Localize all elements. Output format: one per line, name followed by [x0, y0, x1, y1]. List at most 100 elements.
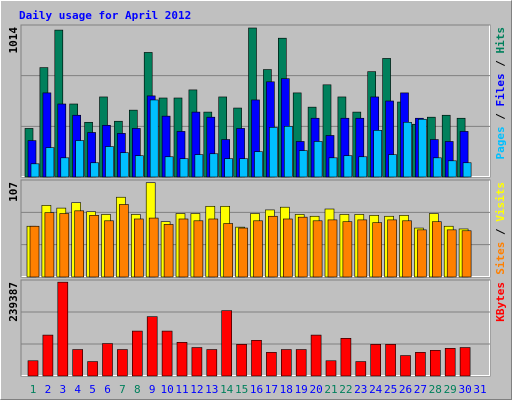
bar	[431, 221, 442, 278]
bar	[176, 342, 188, 377]
bar	[29, 225, 40, 278]
bar	[340, 338, 352, 377]
bar	[388, 154, 397, 178]
legend-entry: Sites	[494, 242, 507, 275]
x-tick-label: 9	[149, 383, 156, 396]
bar	[328, 157, 338, 178]
bar	[149, 99, 159, 178]
bar	[208, 218, 219, 278]
bar	[87, 361, 98, 377]
bar	[119, 204, 129, 278]
bar	[429, 350, 441, 377]
bar	[415, 352, 426, 377]
bar	[117, 349, 128, 377]
bar	[72, 349, 83, 377]
bar	[223, 223, 233, 278]
bar	[418, 118, 427, 178]
x-tick-label: 31	[473, 383, 486, 396]
bar	[179, 158, 189, 178]
bar	[238, 227, 248, 278]
bar	[417, 229, 427, 278]
legend-separator: /	[494, 222, 507, 242]
x-tick-label: 8	[134, 383, 141, 396]
bar	[59, 213, 70, 278]
bar	[194, 154, 204, 178]
bar	[370, 344, 382, 377]
bar	[60, 157, 70, 178]
bar	[357, 219, 368, 278]
bar	[178, 218, 189, 278]
chart-title: Daily usage for April 2012	[19, 9, 191, 22]
x-tick-label: 28	[429, 383, 442, 396]
bar	[191, 347, 203, 377]
bar	[313, 141, 323, 178]
bar	[148, 217, 159, 278]
bar	[30, 163, 40, 178]
bar	[164, 156, 174, 178]
bar	[283, 126, 293, 178]
x-tick-label: 30	[458, 383, 471, 396]
bar	[90, 162, 99, 178]
bar	[462, 162, 472, 178]
bar	[146, 316, 158, 377]
bar	[459, 347, 471, 377]
bar	[269, 127, 278, 178]
bar	[355, 361, 367, 377]
x-tick-label: 22	[339, 383, 352, 396]
bar	[432, 157, 442, 178]
bar	[327, 219, 338, 278]
legend: Pages / Files / Hits	[494, 27, 507, 160]
bar	[254, 151, 263, 178]
bar	[385, 344, 396, 377]
x-tick-label: 27	[414, 383, 427, 396]
x-tick-label: 23	[354, 383, 367, 396]
bar	[135, 155, 144, 178]
bar	[89, 215, 99, 278]
x-tick-label: 5	[89, 383, 96, 396]
bar	[163, 224, 174, 278]
legend: KBytes	[494, 282, 507, 322]
bar	[373, 130, 383, 178]
bar	[132, 330, 143, 377]
bar	[251, 340, 262, 377]
x-tick-label: 25	[384, 383, 397, 396]
bar	[206, 349, 218, 377]
bar	[403, 121, 412, 178]
y-tick-label: 1014	[7, 27, 20, 54]
bar	[236, 344, 247, 377]
bar	[193, 220, 204, 278]
bar	[266, 352, 277, 377]
x-tick-label: 21	[324, 383, 337, 396]
x-tick-label: 29	[444, 383, 457, 396]
legend-entry: Pages	[494, 126, 507, 159]
bar	[268, 215, 278, 278]
x-tick-label: 3	[59, 383, 66, 396]
bar	[45, 147, 55, 178]
bar	[239, 158, 248, 178]
bar	[282, 218, 293, 278]
y-tick-label: 239387	[7, 282, 20, 322]
bar	[134, 218, 144, 278]
bar	[75, 140, 84, 178]
legend-entry: Hits	[494, 27, 507, 54]
legend-separator: /	[494, 107, 507, 127]
bar	[372, 222, 383, 278]
x-tick-label: 17	[265, 383, 278, 396]
bar	[312, 220, 323, 278]
bar	[461, 230, 472, 278]
x-tick-label: 12	[190, 383, 203, 396]
bar	[387, 219, 397, 278]
bar	[224, 158, 233, 178]
bar	[295, 349, 307, 377]
x-tick-label: 24	[369, 383, 383, 396]
bar	[105, 146, 114, 178]
bar	[221, 310, 232, 377]
x-tick-label: 11	[175, 383, 188, 396]
y-tick-label: 107	[7, 182, 20, 202]
x-tick-label: 20	[309, 383, 322, 396]
bar	[74, 210, 84, 278]
bar	[280, 349, 292, 377]
x-tick-label: 10	[160, 383, 173, 396]
x-tick-label: 1	[30, 383, 37, 396]
